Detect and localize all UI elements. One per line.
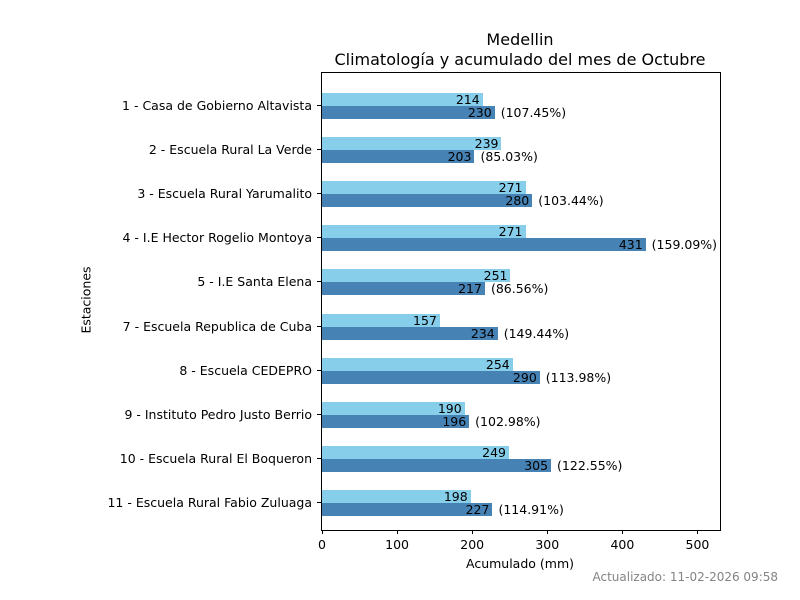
x-axis-tick-label: 400 <box>610 537 635 552</box>
climatology-bar <box>322 445 509 459</box>
percent-label: (102.98%) <box>475 413 541 429</box>
category-label: 4 - I.E Hector Rogelio Montoya <box>122 230 313 246</box>
accumulated-bar <box>322 106 495 119</box>
accumulated-value-label: 290 <box>512 369 537 385</box>
x-axis-tick <box>621 530 623 534</box>
accumulated-value-label: 217 <box>458 281 482 297</box>
percent-label: (85.03%) <box>480 149 538 165</box>
category-label: 2 - Escuela Rural La Verde <box>148 142 312 158</box>
accumulated-value-label: 227 <box>465 501 490 517</box>
climatology-value-label: 254 <box>485 356 510 372</box>
climatology-bar <box>322 181 526 195</box>
climatology-value-label: 271 <box>498 180 523 196</box>
accumulated-value-label: 305 <box>524 457 549 473</box>
percent-label: (122.55%) <box>557 457 623 473</box>
x-axis-label: Acumulado (mm) <box>465 556 575 571</box>
climatology-bar <box>322 137 502 151</box>
percent-label: (114.91%) <box>498 501 564 517</box>
y-axis-tick <box>317 413 321 415</box>
accumulated-bar <box>322 150 475 164</box>
accumulated-bar <box>322 458 552 472</box>
climatology-value-label: 214 <box>455 92 480 107</box>
climatology-bar <box>322 93 483 106</box>
accumulated-value-label: 280 <box>505 193 530 209</box>
plot-area: 1 - Casa de Gobierno Altavista 214 230 (107… <box>107 72 721 552</box>
climatology-value-label: 239 <box>474 136 499 152</box>
x-axis-tick-label: 500 <box>685 537 710 552</box>
category-label: 7 - Escuela Republica de Cuba <box>122 318 312 334</box>
percent-label: (86.56%) <box>490 281 549 297</box>
accumulated-bar <box>322 414 470 428</box>
y-axis-tick <box>317 501 321 503</box>
accumulated-value-label: 196 <box>442 413 467 429</box>
x-axis-tick-label: 300 <box>535 537 560 552</box>
percent-label: (159.09%) <box>651 237 718 253</box>
x-axis-tick-label: 100 <box>385 537 410 552</box>
x-axis-tick <box>471 530 473 534</box>
climatology-value-label: 198 <box>443 488 468 504</box>
climatology-bar <box>322 269 511 283</box>
category-label: 3 - Escuela Rural Yarumalito <box>137 186 312 202</box>
accumulated-bar <box>322 194 533 208</box>
category-label: 10 - Escuela Rural El Boqueron <box>119 450 312 466</box>
chart-title: Medellin Climatología y acumulado del me… <box>334 30 705 70</box>
climatology-value-label: 249 <box>482 444 506 460</box>
accumulated-bar <box>322 502 493 516</box>
climatology-bar <box>322 313 440 327</box>
percent-label: (113.98%) <box>545 369 612 385</box>
category-label: 1 - Casa de Gobierno Altavista <box>122 98 312 113</box>
accumulated-value-label: 230 <box>467 105 492 120</box>
accumulated-bar <box>322 370 540 384</box>
accumulated-value-label: 234 <box>470 325 495 341</box>
category-label: 5 - I.E Santa Elena <box>197 274 312 290</box>
climatology-bar <box>322 489 471 503</box>
category-label: 11 - Escuela Rural Fabio Zuluaga <box>107 494 312 510</box>
category-label: 9 - Instituto Pedro Justo Berrio <box>124 406 312 422</box>
y-axis-tick <box>317 457 321 459</box>
y-axis-tick <box>317 325 321 327</box>
y-axis-tick <box>317 369 321 371</box>
climatology-value-label: 251 <box>483 268 508 284</box>
climatology-value-label: 271 <box>498 224 523 240</box>
x-axis-tick <box>396 530 398 534</box>
x-axis-tick <box>696 530 698 534</box>
chart-title-line2: Climatología y acumulado del mes de Octu… <box>334 50 706 69</box>
accumulated-bar <box>322 326 498 340</box>
y-axis-tick <box>317 193 321 195</box>
climatology-bar <box>322 225 526 239</box>
climatology-value-label: 157 <box>413 312 437 328</box>
y-axis-tick <box>317 237 321 239</box>
y-axis-tick <box>317 105 321 106</box>
x-axis-tick-label: 0 <box>318 537 326 552</box>
percent-label: (149.44%) <box>503 325 570 341</box>
y-axis-tick <box>317 149 321 151</box>
y-axis-tick <box>317 281 321 283</box>
climatology-value-label: 190 <box>437 400 462 416</box>
x-axis-tick <box>321 530 323 534</box>
climatology-bar <box>322 401 465 415</box>
updated-timestamp: Actualizado: 11-02-2026 09:58 <box>592 570 778 584</box>
climatology-bar <box>322 357 513 371</box>
accumulated-value-label: 203 <box>447 149 472 165</box>
chart-title-line1: Medellin <box>486 30 554 49</box>
x-axis-tick-label: 200 <box>460 537 485 552</box>
x-axis-tick <box>546 530 548 534</box>
accumulated-bar <box>322 238 646 252</box>
accumulated-bar <box>322 282 485 296</box>
accumulated-value-label: 431 <box>618 237 643 253</box>
percent-label: (107.45%) <box>500 105 567 120</box>
percent-label: (103.44%) <box>538 193 604 209</box>
category-label: 8 - Escuela CEDEPRO <box>179 362 312 378</box>
